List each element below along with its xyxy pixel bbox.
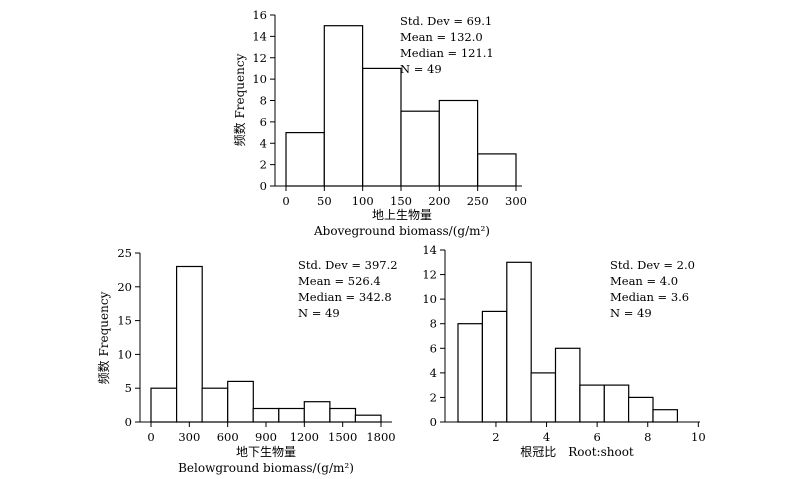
y-tick-label: 20 [117,280,132,294]
y-tick-label: 4 [260,136,267,150]
chart2-xlabel-cn: 地下生物量 [236,445,296,459]
chart3-stat-n: N = 49 [610,306,652,320]
y-tick-label: 15 [117,314,132,328]
histogram-bar [201,387,229,423]
histogram-bar [400,110,440,187]
chart1-stats: Std. Dev = 69.1 Mean = 132.0 Median = 12… [400,14,494,76]
x-tick-label: 4 [543,430,550,444]
y-tick-label: 2 [430,390,437,404]
chart-aboveground: 频数 Frequency 0 2 4 6 8 10 12 14 16 0 50 100 150 200 2… [232,8,527,238]
chart2-xlabel-en: Belowground biomass/(g/m²) [178,461,354,475]
y-tick-label: 0 [125,415,132,429]
chart3-stats: Std. Dev = 2.0 Mean = 4.0 Median = 3.6 N… [610,258,695,320]
y-tick-label: 16 [252,8,267,22]
chart1-xlabel-cn: 地上生物量 [372,208,432,222]
y-tick-label: 12 [252,51,267,65]
histogram-bar [477,153,517,187]
histogram-bar [278,407,305,423]
histogram-bar [506,261,532,423]
x-tick-label: 10 [691,430,706,444]
histogram-bar [150,387,178,423]
chart3-xlabel: 根冠比 Root:shoot [520,445,634,459]
histogram-bar [285,132,325,187]
y-tick-label: 10 [117,347,132,361]
chart3-stat-std: Std. Dev = 2.0 [610,258,695,272]
chart-root-shoot: 0 2 4 6 8 10 12 14 2 4 6 8 10 Std. Dev = 2.0 Mean =… [422,243,705,459]
x-tick-label: 250 [467,194,489,208]
chart1-stat-std: Std. Dev = 69.1 [400,14,492,28]
y-tick-label: 8 [260,94,267,108]
y-tick-label: 12 [422,268,437,282]
chart1-stat-mean: Mean = 132.0 [400,30,483,44]
y-tick-label: 6 [260,115,267,129]
histogram-bar [481,310,508,423]
y-tick-label: 10 [422,292,437,306]
chart-belowground: 频数 Frequency 0 5 10 15 20 25 0 300 600 900 1200 15… [96,246,398,475]
x-tick-label: 150 [390,194,412,208]
chart2-stat-median: Median = 342.8 [298,290,392,304]
histogram-bar [354,414,382,423]
chart3-stat-median: Median = 3.6 [610,290,689,304]
y-tick-label: 5 [125,381,132,395]
histogram-bar [627,396,654,423]
y-tick-label: 0 [260,179,267,193]
histogram-bar [603,384,630,423]
x-tick-label: 300 [505,194,527,208]
chart2-stat-std: Std. Dev = 397.2 [298,258,398,272]
x-tick-label: 300 [178,430,200,444]
y-tick-label: 6 [430,341,437,355]
y-tick-label: 14 [252,29,267,43]
chart1-ylabel: 频数 Frequency [232,53,247,146]
x-tick-label: 600 [217,430,239,444]
histogram-bar [303,401,331,423]
x-tick-label: 6 [593,430,600,444]
histogram-bar [457,323,483,423]
x-tick-label: 100 [352,194,374,208]
x-tick-label: 8 [644,430,651,444]
x-tick-label: 1200 [290,430,319,444]
x-tick-label: 1800 [366,430,395,444]
histogram-bar [252,407,280,423]
histogram-bar [329,407,357,423]
chart2-ylabel: 频数 Frequency [96,291,111,384]
histogram-bar [579,384,605,423]
histogram-bar [554,347,581,423]
x-tick-label: 1500 [328,430,357,444]
x-tick-label: 0 [147,430,154,444]
y-tick-label: 0 [430,415,437,429]
histogram-bar [227,380,254,423]
x-tick-label: 200 [428,194,450,208]
chart1-xlabel-en: Aboveground biomass/(g/m²) [313,224,490,238]
chart1-stat-median: Median = 121.1 [400,46,494,60]
x-tick-label: 2 [492,430,499,444]
histogram-bar [652,409,678,423]
chart1-stat-n: N = 49 [400,62,442,76]
y-tick-label: 8 [430,317,437,331]
y-tick-label: 4 [430,366,437,380]
chart2-stats: Std. Dev = 397.2 Mean = 526.4 Median = 3… [298,258,398,320]
y-tick-label: 14 [422,243,437,257]
histogram-bar [438,99,479,187]
y-tick-label: 10 [252,72,267,86]
chart2-stat-n: N = 49 [298,306,340,320]
histogram-bar [323,25,364,187]
x-tick-label: 900 [255,430,277,444]
y-tick-label: 2 [260,158,267,172]
chart3-stat-mean: Mean = 4.0 [610,274,678,288]
histogram-bar [530,372,557,423]
chart2-stat-mean: Mean = 526.4 [298,274,381,288]
x-tick-label: 50 [317,194,332,208]
x-tick-label: 0 [282,194,289,208]
histogram-bar [176,265,203,423]
histogram-bar [362,67,402,187]
y-tick-label: 25 [117,246,132,260]
